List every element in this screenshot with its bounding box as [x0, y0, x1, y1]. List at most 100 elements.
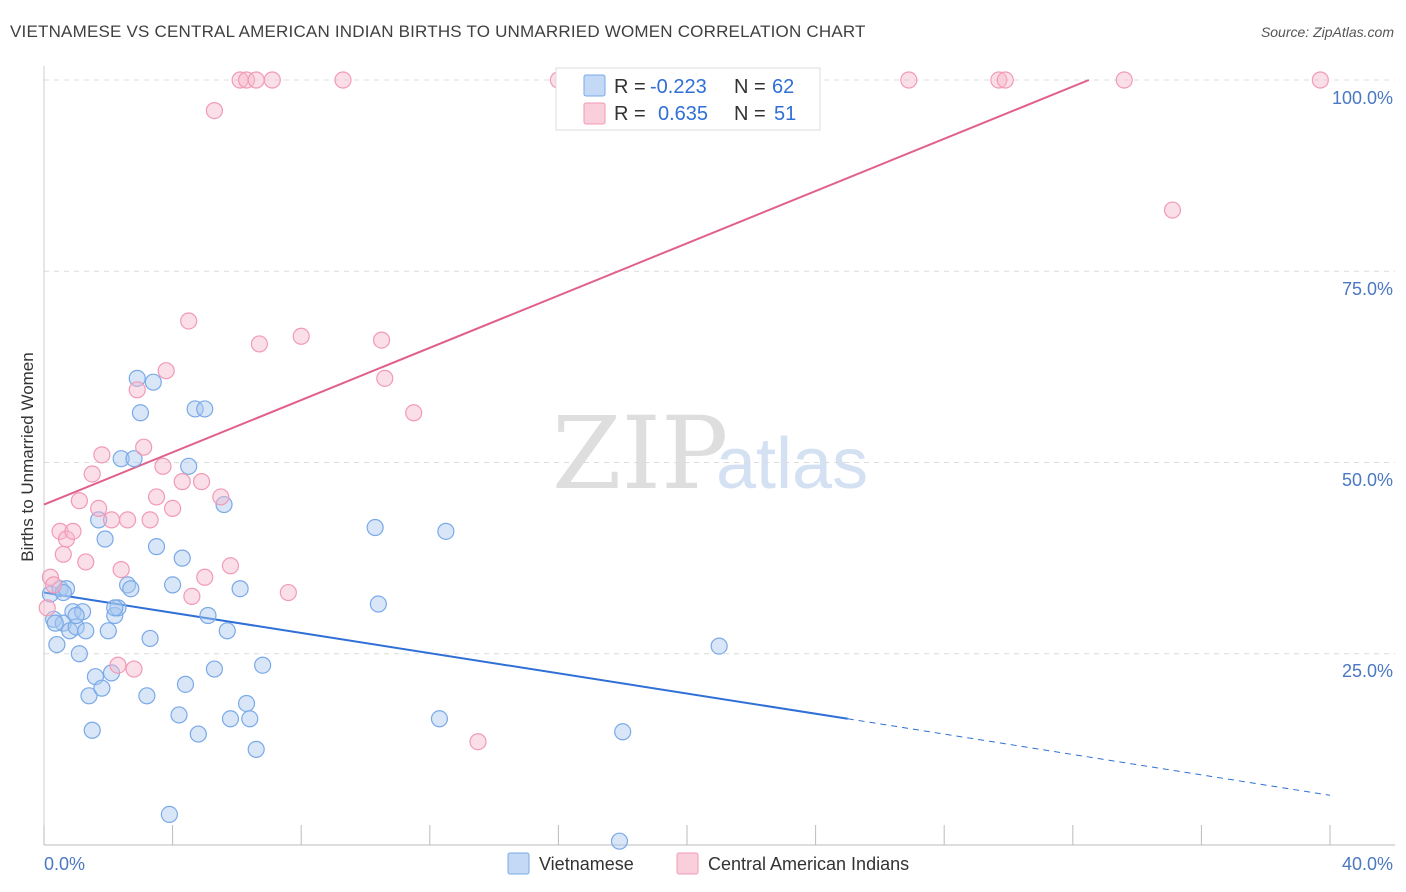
legend-n-label: N =: [734, 103, 766, 125]
data-point-central-american-indians: [38, 599, 56, 617]
data-point-central-american-indians: [180, 312, 198, 330]
data-point-central-american-indians: [70, 492, 88, 510]
data-point-central-american-indians: [83, 465, 101, 483]
data-point-vietnamese: [83, 721, 101, 739]
y-tick-label: 50.0%: [1342, 470, 1393, 490]
data-point-vietnamese: [144, 373, 162, 391]
data-point-vietnamese: [67, 606, 85, 625]
data-point-central-american-indians: [93, 446, 111, 464]
data-point-central-american-indians: [990, 71, 1008, 89]
y-tick-label: 100.0%: [1332, 88, 1393, 108]
data-point-vietnamese: [41, 585, 60, 603]
data-point-central-american-indians: [64, 522, 82, 540]
data-point-central-american-indians: [102, 511, 121, 529]
data-point-central-american-indians: [118, 511, 137, 529]
trend-lines: [43, 79, 1331, 796]
data-point-vietnamese: [125, 450, 143, 468]
data-point-vietnamese: [122, 580, 140, 598]
data-point-central-american-indians: [1115, 71, 1133, 89]
data-point-central-american-indians: [292, 327, 310, 345]
data-point-vietnamese: [112, 450, 130, 468]
data-point-central-american-indians: [183, 587, 201, 605]
data-point-central-american-indians: [154, 457, 172, 475]
bottom-legend-central-american-indians: Central American Indians: [708, 854, 909, 874]
data-point-central-american-indians: [405, 404, 423, 422]
data-point-vietnamese: [77, 622, 95, 640]
data-point-vietnamese: [141, 629, 159, 648]
data-point-vietnamese: [80, 687, 98, 705]
data-point-central-american-indians: [279, 583, 297, 602]
data-point-central-american-indians: [112, 560, 130, 579]
data-points: [38, 71, 1329, 850]
trend-line-extension: [847, 718, 1331, 796]
data-point-vietnamese: [237, 694, 256, 713]
data-point-central-american-indians: [128, 381, 146, 399]
data-point-vietnamese: [48, 635, 66, 654]
data-point-vietnamese: [170, 706, 188, 724]
legend-r-value: 0.635: [658, 103, 708, 125]
data-point-vietnamese: [221, 710, 240, 728]
data-point-vietnamese: [96, 530, 114, 548]
data-point-vietnamese: [218, 622, 236, 640]
chart-title: VIETNAMESE VS CENTRAL AMERICAN INDIAN BI…: [10, 22, 866, 41]
data-point-vietnamese: [610, 832, 629, 850]
data-point-vietnamese: [366, 518, 384, 537]
data-point-central-american-indians: [77, 553, 95, 571]
data-point-vietnamese: [173, 549, 191, 567]
data-point-vietnamese: [710, 637, 728, 655]
bottom-legend-swatch-vietnamese: [507, 852, 530, 875]
grid-lines: [44, 79, 1395, 655]
data-point-vietnamese: [70, 645, 88, 663]
x-tick-label: 40.0%: [1342, 854, 1393, 874]
data-point-vietnamese: [99, 622, 117, 640]
data-point-vietnamese: [614, 723, 632, 741]
y-axis-label: Births to Unmarried Women: [18, 352, 37, 561]
bottom-legend-swatch-central-american-indians: [676, 852, 699, 875]
legend-n-value: 51: [774, 103, 796, 125]
data-point-central-american-indians: [237, 71, 256, 89]
data-point-vietnamese: [186, 400, 204, 418]
data-point-vietnamese: [176, 675, 195, 693]
data-point-vietnamese: [196, 400, 214, 418]
data-point-vietnamese: [437, 522, 455, 540]
source-label: Source: ZipAtlas.com: [1260, 24, 1394, 40]
data-point-central-american-indians: [372, 331, 391, 349]
data-point-vietnamese: [430, 710, 449, 728]
data-point-vietnamese: [46, 614, 64, 632]
data-point-central-american-indians: [263, 71, 281, 89]
data-point-vietnamese: [180, 457, 198, 475]
data-point-vietnamese: [241, 710, 259, 728]
data-point-central-american-indians: [469, 733, 487, 751]
data-point-central-american-indians: [54, 545, 72, 563]
data-point-central-american-indians: [900, 71, 918, 89]
data-point-vietnamese: [160, 805, 178, 824]
data-point-vietnamese: [189, 725, 207, 743]
data-point-central-american-indians: [334, 71, 352, 89]
data-point-vietnamese: [231, 580, 249, 598]
data-point-central-american-indians: [141, 511, 159, 529]
watermark-zip: ZIP: [552, 395, 728, 512]
data-point-central-american-indians: [147, 488, 166, 506]
watermark-atlas: atlas: [716, 424, 868, 504]
data-point-vietnamese: [199, 606, 217, 625]
data-point-vietnamese: [164, 576, 182, 594]
data-point-central-american-indians: [376, 369, 394, 387]
data-point-central-american-indians: [109, 656, 127, 674]
data-point-central-american-indians: [135, 438, 153, 456]
bottom-legend-vietnamese: Vietnamese: [539, 854, 634, 874]
data-point-central-american-indians: [164, 499, 182, 517]
series-legend: Vietnamese Central American Indians: [507, 852, 909, 875]
data-point-central-american-indians: [212, 488, 230, 506]
data-point-central-american-indians: [173, 473, 191, 491]
data-point-central-american-indians: [221, 557, 240, 575]
trend-line-vietnamese: [43, 591, 848, 720]
data-point-central-american-indians: [250, 335, 269, 353]
data-point-central-american-indians: [1163, 201, 1182, 219]
data-point-vietnamese: [138, 687, 156, 705]
data-point-central-american-indians: [45, 576, 63, 594]
data-point-vietnamese: [131, 404, 150, 422]
data-point-central-american-indians: [205, 101, 223, 120]
trend-line-central-american-indians: [43, 79, 1090, 506]
data-point-vietnamese: [147, 538, 166, 556]
